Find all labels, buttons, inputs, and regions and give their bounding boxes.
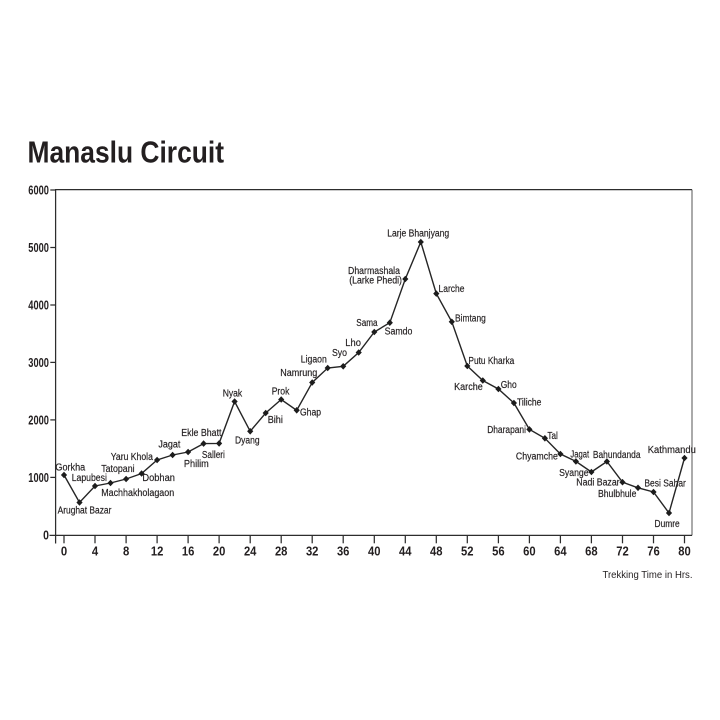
svg-text:80: 80 (678, 544, 691, 559)
svg-text:4000: 4000 (28, 298, 49, 313)
svg-text:Jagat: Jagat (570, 450, 589, 461)
svg-text:Larche: Larche (439, 284, 465, 295)
svg-text:36: 36 (337, 544, 350, 559)
svg-text:68: 68 (585, 544, 598, 559)
svg-text:Syo: Syo (332, 348, 347, 359)
svg-text:72: 72 (616, 544, 629, 559)
svg-text:76: 76 (647, 544, 660, 559)
svg-text:8: 8 (123, 544, 129, 559)
svg-text:Lapubesi: Lapubesi (72, 473, 107, 484)
svg-text:Besi Sahar: Besi Sahar (644, 479, 686, 490)
svg-text:Nadi Bazar: Nadi Bazar (576, 477, 620, 488)
svg-text:Tatopani: Tatopani (101, 464, 134, 475)
svg-text:Dharapani: Dharapani (487, 425, 526, 436)
svg-text:20: 20 (213, 544, 226, 559)
svg-text:3000: 3000 (28, 355, 49, 370)
svg-text:Namrung: Namrung (280, 368, 317, 379)
svg-text:Sama: Sama (356, 318, 378, 329)
svg-text:Bihi: Bihi (268, 415, 283, 426)
svg-text:12: 12 (151, 544, 164, 559)
svg-text:Gho: Gho (501, 380, 517, 391)
svg-text:Larje Bhanjyang: Larje Bhanjyang (387, 229, 449, 240)
svg-text:44: 44 (399, 544, 412, 559)
svg-text:4: 4 (92, 544, 99, 559)
svg-text:Nyak: Nyak (223, 389, 243, 400)
svg-text:40: 40 (368, 544, 381, 559)
svg-text:6000: 6000 (28, 183, 49, 198)
svg-text:Dharmashala: Dharmashala (348, 266, 400, 277)
svg-text:Kathmandu: Kathmandu (648, 445, 696, 456)
svg-text:(Larke Phedi): (Larke Phedi) (349, 275, 402, 286)
svg-text:5000: 5000 (28, 240, 49, 255)
svg-text:16: 16 (182, 544, 195, 559)
svg-text:Yaru Khola: Yaru Khola (111, 452, 153, 463)
svg-text:52: 52 (461, 544, 474, 559)
svg-text:56: 56 (492, 544, 505, 559)
svg-text:Ligaon: Ligaon (301, 355, 327, 366)
svg-text:Syange: Syange (559, 468, 589, 479)
svg-text:24: 24 (244, 544, 257, 559)
svg-text:Bahundanda: Bahundanda (593, 450, 641, 461)
svg-text:Machhakholagaon: Machhakholagaon (101, 488, 174, 499)
svg-text:Karche: Karche (454, 382, 483, 393)
svg-text:2000: 2000 (28, 413, 49, 428)
svg-text:Ekle Bhatt: Ekle Bhatt (181, 428, 221, 439)
svg-text:Trekking Time in Hrs.: Trekking Time in Hrs. (603, 569, 693, 581)
svg-text:Manaslu Circuit: Manaslu Circuit (28, 135, 225, 170)
svg-text:Tal: Tal (547, 431, 558, 442)
svg-text:Salleri: Salleri (202, 450, 225, 461)
svg-text:60: 60 (523, 544, 536, 559)
svg-text:Gorkha: Gorkha (55, 463, 85, 474)
svg-text:48: 48 (430, 544, 443, 559)
svg-text:Bimtang: Bimtang (455, 314, 486, 325)
svg-text:Lho: Lho (345, 338, 361, 349)
svg-text:Samdo: Samdo (385, 327, 413, 338)
svg-text:Putu Kharka: Putu Kharka (468, 356, 514, 367)
svg-text:0: 0 (61, 544, 67, 559)
svg-text:Philim: Philim (184, 459, 209, 470)
svg-text:Arughat Bazar: Arughat Bazar (58, 506, 112, 517)
svg-text:Chyamche: Chyamche (516, 451, 558, 462)
svg-text:Bhulbhule: Bhulbhule (598, 489, 637, 500)
svg-text:64: 64 (554, 544, 567, 559)
svg-text:Jagat: Jagat (158, 439, 180, 450)
svg-text:28: 28 (275, 544, 288, 559)
svg-text:Prok: Prok (272, 387, 291, 398)
svg-text:Dyang: Dyang (235, 436, 260, 447)
svg-text:1000: 1000 (28, 470, 49, 485)
svg-text:Ghap: Ghap (300, 407, 321, 418)
svg-text:0: 0 (43, 528, 49, 543)
svg-text:Tiliche: Tiliche (517, 398, 542, 409)
svg-text:Dobhan: Dobhan (142, 473, 175, 484)
svg-text:32: 32 (306, 544, 319, 559)
svg-text:Dumre: Dumre (655, 519, 681, 530)
